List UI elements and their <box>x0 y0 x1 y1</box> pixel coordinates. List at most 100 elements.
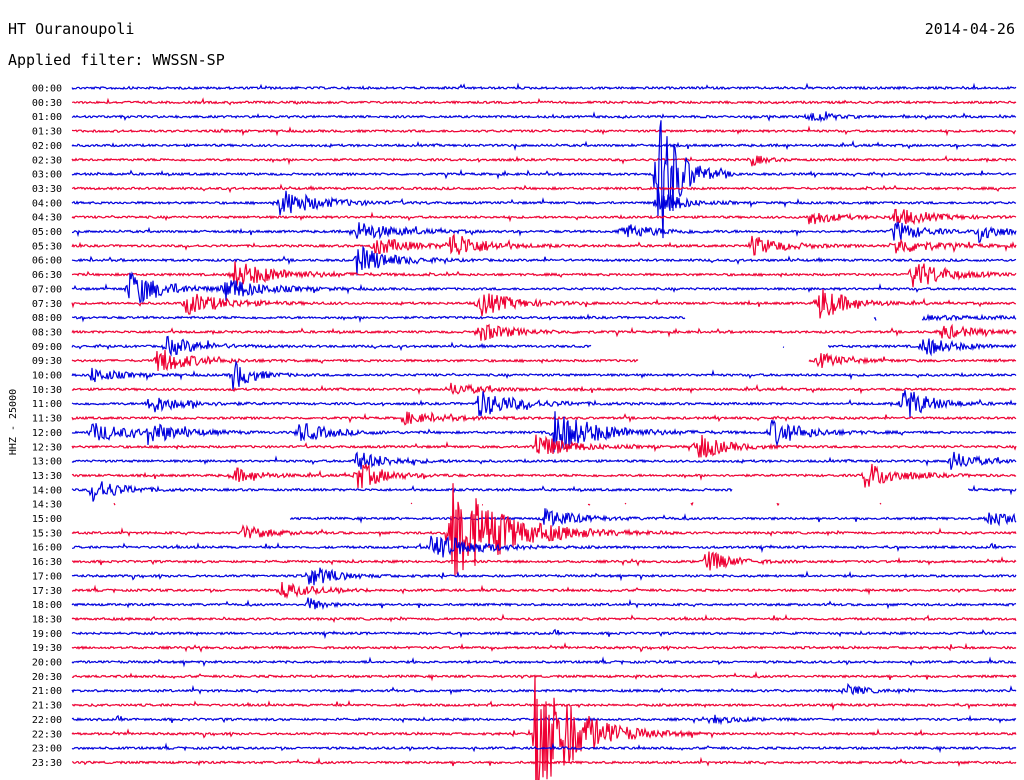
trace-1300 <box>71 451 1017 470</box>
time-tick-label: 19:00 <box>32 629 62 640</box>
time-tick-label: 08:00 <box>32 313 62 324</box>
time-tick-label: 02:30 <box>32 155 62 166</box>
time-tick-label: 01:30 <box>32 127 62 138</box>
trace-2030 <box>71 671 1017 682</box>
trace-1100 <box>71 390 1017 418</box>
time-tick-label: 15:30 <box>32 528 62 539</box>
time-tick-label: 12:00 <box>32 428 62 439</box>
time-tick-label: 00:30 <box>32 98 62 109</box>
trace-1600 <box>71 535 1017 558</box>
trace-0700 <box>71 271 1017 304</box>
trace-0800 <box>71 313 1017 323</box>
time-tick-label: 15:00 <box>32 514 62 525</box>
time-tick-label: 09:00 <box>32 342 62 353</box>
trace-2330 <box>71 756 1017 768</box>
trace-0000 <box>71 82 1017 91</box>
trace-2000 <box>71 656 1017 668</box>
trace-1630 <box>71 551 1017 571</box>
time-tick-label: 06:00 <box>32 256 62 267</box>
time-tick-label: 23:30 <box>32 758 62 769</box>
trace-1130 <box>71 411 1017 426</box>
trace-1330 <box>71 463 1017 489</box>
trace-1430 <box>114 502 1014 505</box>
time-tick-label: 04:30 <box>32 213 62 224</box>
time-tick-label: 18:30 <box>32 614 62 625</box>
trace-1000 <box>71 359 1017 391</box>
trace-1500 <box>289 508 1017 528</box>
time-tick-label: 21:00 <box>32 686 62 697</box>
trace-1800 <box>71 597 1017 611</box>
trace-2300 <box>71 742 1017 754</box>
trace-0730 <box>71 288 1017 319</box>
trace-1930 <box>71 642 1017 653</box>
time-tick-label: 21:30 <box>32 701 62 712</box>
time-tick-label: 02:00 <box>32 141 62 152</box>
trace-0200 <box>71 139 1017 152</box>
time-tick-label: 17:00 <box>32 571 62 582</box>
time-tick-label: 22:30 <box>32 729 62 740</box>
time-tick-label: 16:30 <box>32 557 62 568</box>
trace-0600 <box>71 245 1017 276</box>
trace-lines <box>71 82 1017 780</box>
time-tick-label: 10:00 <box>32 371 62 382</box>
trace-2100 <box>71 682 1017 696</box>
trace-0330 <box>71 183 1017 194</box>
time-tick-label: 23:00 <box>32 744 62 755</box>
trace-0100 <box>71 111 1017 123</box>
trace-1900 <box>71 628 1017 640</box>
time-tick-label: 01:00 <box>32 112 62 123</box>
trace-0630 <box>71 261 1017 288</box>
time-tick-label: 20:00 <box>32 658 62 669</box>
trace-0900 <box>71 335 1017 357</box>
time-tick-label: 11:00 <box>32 399 62 410</box>
time-tick-label: 07:30 <box>32 299 62 310</box>
trace-0830 <box>71 323 1017 341</box>
time-tick-label: 05:00 <box>32 227 62 238</box>
trace-1400 <box>71 481 1017 502</box>
time-tick-label: 12:30 <box>32 442 62 453</box>
time-tick-label: 17:30 <box>32 586 62 597</box>
time-tick-label: 03:30 <box>32 184 62 195</box>
time-tick-label: 05:30 <box>32 241 62 252</box>
time-tick-label: 22:00 <box>32 715 62 726</box>
trace-2130 <box>71 699 1017 711</box>
date-label: 2014-04-26 <box>924 20 1015 38</box>
trace-0500 <box>71 221 1017 243</box>
trace-1830 <box>71 613 1017 623</box>
time-tick-label: 13:00 <box>32 457 62 468</box>
trace-0030 <box>71 97 1017 106</box>
trace-0300 <box>71 120 1017 239</box>
filter-subtitle: Applied filter: WWSSN-SP <box>8 51 225 69</box>
time-tick-label: 14:30 <box>32 500 62 511</box>
trace-1230 <box>71 434 1017 458</box>
trace-1530 <box>71 483 1017 577</box>
time-tick-label: 13:30 <box>32 471 62 482</box>
time-tick-labels: 00:00 00:30 01:00 01:30 02:00 02:30 03:00 03:30… <box>32 84 62 769</box>
y-axis-label: HHZ - 25000 <box>8 389 19 455</box>
time-tick-label: 10:30 <box>32 385 62 396</box>
trace-0430 <box>71 208 1017 226</box>
time-tick-label: 04:00 <box>32 198 62 209</box>
station-title: HT Ouranoupoli <box>8 20 135 38</box>
trace-0400 <box>71 186 1017 216</box>
time-tick-label: 20:30 <box>32 672 62 683</box>
trace-0130 <box>71 125 1017 137</box>
trace-1200 <box>71 411 1017 453</box>
time-tick-label: 16:00 <box>32 543 62 554</box>
time-tick-label: 06:30 <box>32 270 62 281</box>
time-tick-label: 11:30 <box>32 414 62 425</box>
trace-1030 <box>71 382 1017 396</box>
trace-0230 <box>71 155 1017 167</box>
trace-0930 <box>71 349 1017 372</box>
time-tick-label: 00:00 <box>32 84 62 95</box>
time-tick-label: 18:00 <box>32 600 62 611</box>
trace-1700 <box>71 567 1017 586</box>
trace-1730 <box>71 581 1017 600</box>
time-tick-label: 14:00 <box>32 485 62 496</box>
time-tick-label: 19:30 <box>32 643 62 654</box>
time-tick-label: 08:30 <box>32 327 62 338</box>
time-tick-label: 09:30 <box>32 356 62 367</box>
time-tick-label: 07:00 <box>32 284 62 295</box>
trace-2230 <box>71 674 1017 780</box>
